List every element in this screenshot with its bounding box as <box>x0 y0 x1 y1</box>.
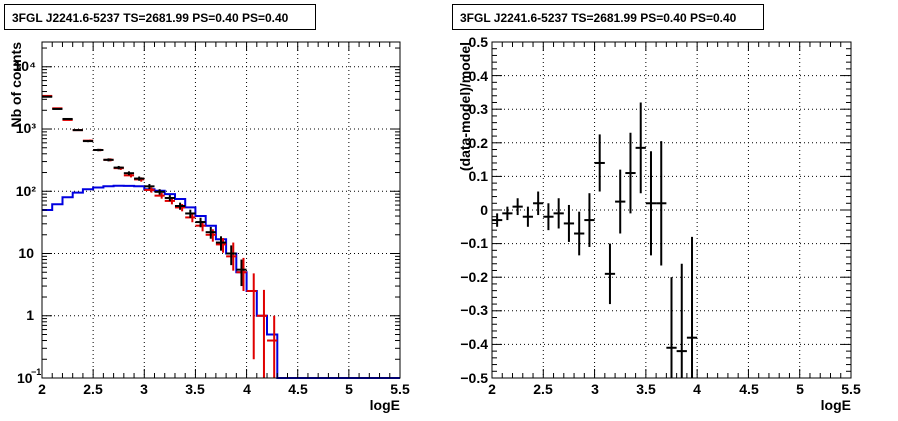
right-residual-point <box>512 198 523 216</box>
left-data-point <box>82 140 94 143</box>
left-plot-area <box>42 94 400 379</box>
left-total-model-point <box>144 187 155 193</box>
left-x-tick-label: 4 <box>243 381 251 397</box>
right-residual-point <box>635 102 646 194</box>
right-x-tick-label: 3.5 <box>636 381 656 397</box>
left-data-point <box>185 209 196 218</box>
right-residual-point <box>615 169 626 234</box>
left-data-point <box>62 117 73 120</box>
left-x-tick-label: 3.5 <box>185 381 205 397</box>
left-data-point <box>144 183 155 189</box>
left-plot-frame <box>41 41 401 379</box>
right-y-tick-label: 0.1 <box>469 168 489 184</box>
left-data-point <box>236 259 247 287</box>
right-plot-area <box>492 102 698 378</box>
right-chart-title: 3FGL J2241.6-5237 TS=2681.99 PS=0.40 PS=… <box>452 4 764 30</box>
right-residual-point <box>604 243 616 305</box>
right-gridlines <box>492 42 851 378</box>
right-y-tick-label: 0.5 <box>469 34 489 50</box>
right-residual-point <box>594 134 605 192</box>
right-x-tick-label: 3 <box>591 381 599 397</box>
left-y-tick-label: 1 <box>26 307 34 323</box>
right-x-tick-label: 2 <box>488 381 496 397</box>
right-y-tick-label: 0.3 <box>469 101 489 117</box>
right-residual-point <box>543 203 554 231</box>
right-y-axis-label: (data-model)/model <box>457 42 473 171</box>
right-residual-point <box>502 206 513 221</box>
right-residual-point <box>666 277 677 378</box>
right-x-tick-label: 2.5 <box>533 381 553 397</box>
right-residual-point <box>563 204 575 242</box>
left-data-point <box>174 202 186 210</box>
left-data-point <box>226 245 237 266</box>
right-residual-point <box>492 213 503 227</box>
left-data-point <box>52 107 63 110</box>
left-x-axis-label: logE <box>370 397 400 413</box>
right-residual-point <box>656 141 667 266</box>
right-y-tick-label: 0.4 <box>469 68 489 84</box>
right-x-axis-label: logE <box>821 397 851 413</box>
right-x-tick-label: 4.5 <box>739 381 759 397</box>
left-y-axis-label: Nb of counts <box>8 42 24 128</box>
left-y-tick-label: 10³ <box>16 120 37 136</box>
right-x-tick-label: 5 <box>796 381 804 397</box>
left-data-point <box>123 171 135 176</box>
right-residual-point <box>574 211 585 256</box>
right-y-tick-label: −0.2 <box>460 269 488 285</box>
left-y-tick-exponent: −1 <box>31 367 41 377</box>
right-residual-point <box>686 236 698 378</box>
right-y-tick-label: 0 <box>480 202 488 218</box>
left-data-point <box>205 226 216 239</box>
left-chart-title: 3FGL J2241.6-5237 TS=2681.99 PS=0.40 PS=… <box>4 4 316 30</box>
right-residual-point <box>676 263 687 378</box>
right-y-tick-label: −0.3 <box>460 302 488 318</box>
right-residual-point <box>645 151 657 256</box>
left-y-tick-label: 10² <box>16 183 37 199</box>
right-y-tick-label: −0.1 <box>460 235 488 251</box>
left-gridlines <box>42 42 400 378</box>
left-source-model-line <box>42 184 400 379</box>
right-y-tick-label: −0.4 <box>460 336 488 352</box>
right-x-tick-label: 5.5 <box>841 381 861 397</box>
right-x-tick-label: 4 <box>693 381 701 397</box>
right-residual-point <box>533 191 544 216</box>
left-data-point <box>113 165 124 170</box>
left-x-tick-label: 5.5 <box>390 381 410 397</box>
left-data-point <box>154 189 165 195</box>
left-x-tick-label: 3 <box>140 381 148 397</box>
right-residual-point <box>553 198 564 229</box>
left-data-point <box>164 195 175 202</box>
left-y-tick-label-bottom: 10 <box>17 370 33 386</box>
right-axes: 2 2.5 3 3.5 4 4.5 5 5.5 −0.5 −0.4 −0.3 −… <box>457 34 861 413</box>
left-total-model-point <box>267 315 278 378</box>
right-y-tick-label: 0.2 <box>469 135 489 151</box>
left-data-point <box>134 176 145 181</box>
left-y-tick-label: 10 <box>18 245 34 261</box>
left-total-model-point <box>154 192 165 199</box>
right-y-tick-label: −0.5 <box>460 370 488 386</box>
left-data-point <box>93 148 104 152</box>
left-data-point <box>42 95 53 98</box>
left-data-point <box>72 129 83 132</box>
left-data-point <box>195 217 206 228</box>
left-data-point <box>103 158 114 162</box>
left-x-tick-label: 2 <box>38 381 46 397</box>
left-total-model-point <box>256 289 268 378</box>
left-y-tick-label: 10⁴ <box>14 58 37 74</box>
left-total-model-point <box>246 273 257 360</box>
right-residual-point <box>625 132 636 214</box>
left-x-tick-label: 5 <box>345 381 353 397</box>
right-residual-point <box>584 193 595 247</box>
left-x-tick-label: 2.5 <box>83 381 103 397</box>
left-data-point <box>215 236 227 251</box>
left-axes: 2 2.5 3 3.5 4 4.5 5 5.5 1 10 10² 10³ 10⁴… <box>8 42 410 413</box>
right-residual-point <box>522 206 534 227</box>
left-x-tick-label: 4.5 <box>288 381 308 397</box>
